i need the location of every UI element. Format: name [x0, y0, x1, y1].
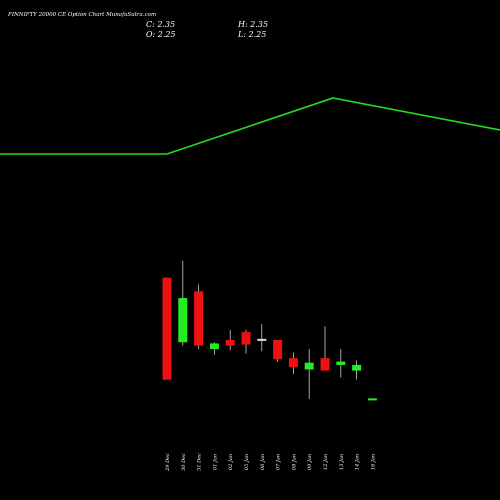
- x-tick-label: 05 Jan: [244, 454, 250, 470]
- x-tick-label: 07 Jan: [276, 454, 282, 470]
- x-tick-label: 02 Jan: [228, 454, 234, 470]
- candle-body-13-jan: [336, 361, 346, 365]
- candle-body-08-jan: [288, 358, 298, 368]
- candle-body-05-jan: [241, 332, 251, 345]
- x-tick-label: 31 Dec: [197, 453, 203, 471]
- x-tick-label: 14 Jan: [355, 454, 361, 470]
- candles-group: [162, 260, 377, 401]
- close-value: C: 2.35: [146, 20, 175, 29]
- low-value: L: 2.25: [237, 30, 266, 39]
- high-value: H: 2.35: [237, 20, 268, 29]
- x-tick-label: 06 Jan: [260, 454, 266, 470]
- x-tick-label: 30 Dec: [181, 453, 187, 471]
- candle-body-06-jan: [257, 338, 267, 341]
- candle-body-29-dec: [162, 277, 172, 380]
- x-tick-label: 13 Jan: [339, 454, 345, 470]
- x-axis-labels: 29 Dec 30 Dec 31 Dec 01 Jan 02 Jan 05 Jan 06 J…: [165, 453, 376, 472]
- candle-body-12-jan: [320, 358, 330, 371]
- candle-body-31-dec: [194, 291, 204, 346]
- candle-body-16-jan: [367, 398, 377, 401]
- x-tick-label: 16 Jan: [370, 454, 376, 470]
- candle-body-30-dec: [178, 298, 188, 343]
- candle-body-14-jan: [352, 364, 362, 371]
- x-tick-label: 09 Jan: [307, 454, 313, 470]
- candle-body-02-jan: [225, 340, 235, 346]
- candle-body-07-jan: [273, 340, 283, 360]
- x-tick-label: 01 Jan: [212, 454, 218, 470]
- x-tick-label: 12 Jan: [323, 454, 329, 470]
- x-tick-label: 29 Dec: [165, 453, 171, 472]
- chart-title: FINNIFTY 20000 CE Option Chart MunafaSut…: [7, 12, 156, 18]
- strike-trend-line: [0, 97, 500, 155]
- candle-body-09-jan: [304, 362, 314, 370]
- candle-body-01-jan: [209, 343, 219, 350]
- x-tick-label: 08 Jan: [291, 454, 297, 470]
- open-value: O: 2.25: [146, 30, 176, 39]
